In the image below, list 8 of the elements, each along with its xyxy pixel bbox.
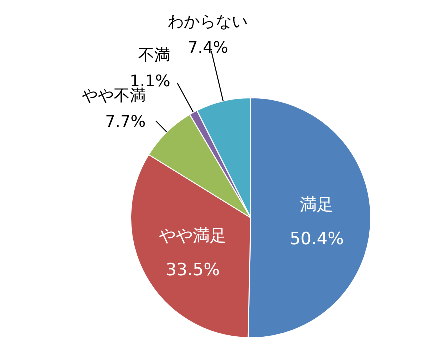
data-label: 7.7% <box>105 112 146 131</box>
slice-label: やや満足 <box>159 226 227 246</box>
data-label: 50.4% <box>290 230 344 250</box>
slice-label: わからない <box>168 12 248 31</box>
slice-label: 満足 <box>300 196 334 216</box>
data-label: 7.4% <box>188 38 229 57</box>
slice-label: 不満 <box>138 45 171 64</box>
data-label: 33.5% <box>166 260 220 280</box>
